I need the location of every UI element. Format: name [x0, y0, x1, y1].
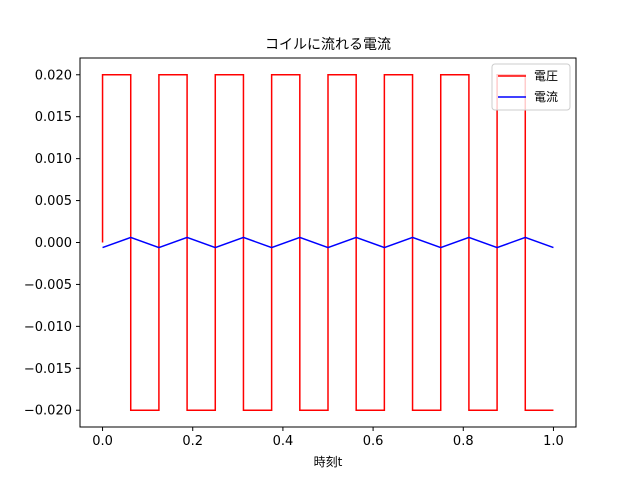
- x-axis-label: 時刻t: [314, 455, 343, 469]
- x-tick-label: 0.4: [273, 434, 294, 449]
- x-tick-label: 0.6: [363, 434, 384, 449]
- x-axis: 0.0 0.2 0.4 0.6 0.8 1.0: [92, 427, 564, 449]
- y-tick-label: 0.005: [35, 194, 72, 209]
- series-line-0: [101, 74, 554, 411]
- series-layer: [101, 74, 554, 411]
- y-tick-label: −0.020: [24, 404, 72, 419]
- x-tick-label: 0.8: [453, 434, 474, 449]
- y-tick-label: 0.020: [35, 68, 72, 83]
- y-tick-label: 0.010: [35, 152, 72, 167]
- series-line-1: [102, 236, 554, 249]
- x-tick-label: 0.0: [92, 434, 113, 449]
- legend-label-1: 電流: [534, 90, 558, 104]
- y-axis: 0.020 0.015 0.010 0.005 0.000 −0.005 −0.010 −0.…: [24, 68, 80, 419]
- x-tick-label: 0.2: [182, 434, 203, 449]
- legend-box: [491, 63, 571, 111]
- y-tick-label: −0.010: [24, 320, 72, 335]
- chart-title: コイルに流れる電流: [265, 37, 391, 53]
- y-tick-label: 0.015: [35, 110, 72, 125]
- y-tick-label: −0.005: [24, 278, 72, 293]
- legend-label-0: 電圧: [534, 69, 558, 83]
- y-tick-label: 0.000: [35, 236, 72, 251]
- y-tick-label: −0.015: [24, 362, 72, 377]
- x-tick-label: 1.0: [543, 434, 564, 449]
